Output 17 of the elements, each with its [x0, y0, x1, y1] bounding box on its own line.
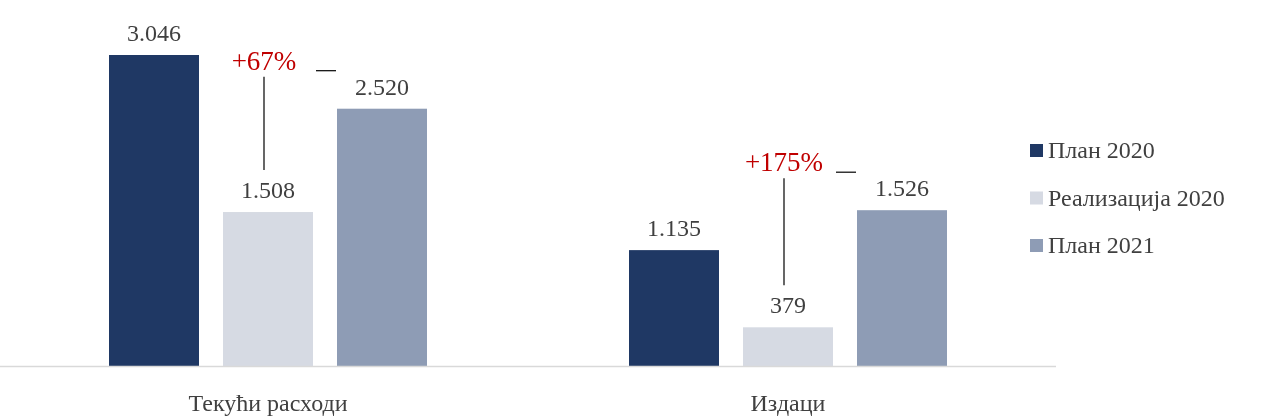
data-label: 3.046 [127, 20, 181, 46]
annotation: +175% [744, 147, 824, 178]
x-tick-label: Издаци [750, 390, 826, 416]
data-label: 1.135 [647, 215, 701, 242]
bar [629, 250, 719, 366]
legend-label: Реализација 2020 [1048, 184, 1225, 211]
x-tick-label: Текући расходи [188, 390, 348, 416]
annotation: +67% [231, 45, 297, 76]
data-label: 1.508 [241, 177, 295, 204]
data-label: 2.520 [355, 73, 409, 100]
bar [857, 210, 947, 366]
legend-label: План 2021 [1048, 232, 1155, 258]
bar [109, 55, 199, 366]
data-label: 379 [770, 292, 806, 319]
bar [337, 108, 427, 366]
legend-label: План 2020 [1048, 137, 1155, 163]
data-label: 1.526 [875, 175, 929, 202]
